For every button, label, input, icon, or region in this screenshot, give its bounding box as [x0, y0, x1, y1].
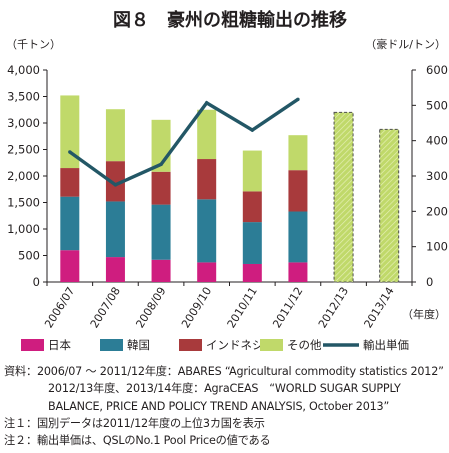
right-axis-unit: （豪ドル/トン） — [365, 37, 446, 51]
bar-segment — [288, 170, 308, 212]
legend-label: その他 — [287, 338, 322, 352]
bar-segment — [60, 250, 80, 282]
legend: 日本 韓国 インドネシア その他 輸出単価 — [21, 338, 409, 352]
bar-segment — [288, 211, 308, 263]
plot-area: 0 500 1,000 1,500 2,000 2,500 3,000 3,500 4,000 0… — [7, 63, 448, 330]
right-axis-tick-label: 300 — [426, 169, 448, 183]
x-axis-tick-label: 2011/12 — [270, 285, 305, 331]
bar-segment — [60, 196, 80, 251]
x-axis-tick-label: 2007/08 — [88, 285, 123, 331]
bar-segment — [242, 222, 262, 264]
right-axis-tick-label: 500 — [426, 98, 448, 112]
x-axis-tick-label: 2012/13 — [316, 285, 351, 331]
bar-segment — [242, 263, 262, 282]
legend-label: 日本 — [48, 338, 71, 352]
left-axis-tick-label: 500 — [18, 249, 40, 263]
right-axis-tick-label: 0 — [426, 275, 433, 289]
bar-segment — [105, 109, 125, 162]
source-note-line-2: 2012/13年度、2013/14年度：AgraCEAS “WORLD SUGA… — [48, 382, 401, 396]
left-axis-tick-label: 2,500 — [7, 143, 40, 157]
x-axis-tick-label: 2013/14 — [361, 285, 396, 331]
right-axis-tick-label: 400 — [426, 134, 448, 148]
right-axis-tick-label: 100 — [426, 240, 448, 254]
x-axis-tick-label: 2008/09 — [133, 285, 168, 331]
source-note-line-3: BALANCE, PRICE AND POLICY TREND ANALYSIS… — [48, 399, 390, 413]
left-axis-unit: （千トン） — [6, 38, 61, 51]
x-axis-unit: （年度） — [402, 307, 446, 321]
export-price-point — [250, 128, 255, 132]
bar-segment — [60, 168, 80, 197]
legend-swatch — [179, 339, 202, 351]
bar-segment — [105, 161, 125, 202]
export-price-line — [68, 97, 299, 187]
export-price-point — [296, 97, 300, 102]
export-price-point — [204, 101, 209, 105]
right-axis-tick-label: 200 — [426, 204, 448, 218]
legend-label: インドネシア — [206, 338, 275, 352]
bar-segment-forecast — [379, 128, 400, 283]
bar-segment — [288, 262, 308, 282]
legend-label: 韓国 — [127, 338, 150, 352]
bar-segment — [197, 109, 217, 160]
x-axis-tick-label: 2009/10 — [179, 285, 214, 331]
x-axis-tick-label: 2010/11 — [225, 285, 260, 331]
bar-segment — [151, 204, 171, 260]
bar-segment — [151, 259, 171, 282]
bar-segment — [105, 201, 125, 258]
left-axis-tick-label: 2,000 — [7, 169, 40, 183]
legend-label: 輸出単価 — [363, 338, 409, 352]
x-axis-tick-label: 2006/07 — [42, 285, 77, 331]
notes: 資料：2006/07 ～ 2011/12年度：ABARES “Agricultu… — [4, 363, 448, 449]
left-axis-tick-label: 3,500 — [7, 90, 40, 104]
bar-segment — [242, 150, 262, 192]
bar-segment — [105, 257, 125, 282]
source-note-line-1: 資料：2006/07 ～ 2011/12年度：ABARES “Agricultu… — [4, 365, 444, 378]
bar-segment — [197, 262, 217, 282]
bar-segment — [242, 191, 262, 223]
left-axis-tick-label: 0 — [33, 275, 40, 289]
legend-swatch — [260, 339, 283, 351]
note-2: 注２：輸出単価は、QSLのNo.1 Pool Priceの値である — [4, 434, 271, 448]
legend-swatch — [100, 339, 123, 351]
bar-segment — [151, 171, 171, 205]
note-1: 注１：国別データは2011/12年度の上位3カ国を表示 — [4, 416, 265, 430]
export-price-point — [113, 183, 118, 187]
export-price-point — [159, 162, 163, 167]
bar-segment — [288, 135, 308, 171]
export-price-point — [68, 150, 72, 154]
legend-swatch — [21, 339, 44, 351]
bar-segment — [197, 199, 217, 263]
right-axis-tick-label: 600 — [426, 63, 448, 77]
bar-segment — [197, 159, 217, 200]
bar-segment — [60, 95, 80, 169]
left-axis-tick-label: 4,000 — [7, 63, 40, 77]
left-axis-tick-label: 3,000 — [7, 116, 40, 130]
bar-segment-forecast — [333, 111, 354, 283]
left-axis-tick-label: 1,500 — [7, 196, 40, 210]
left-axis-tick-label: 1,000 — [7, 222, 40, 236]
chart-title: 図８ 豪州の粗糖輸出の推移 — [113, 9, 347, 31]
